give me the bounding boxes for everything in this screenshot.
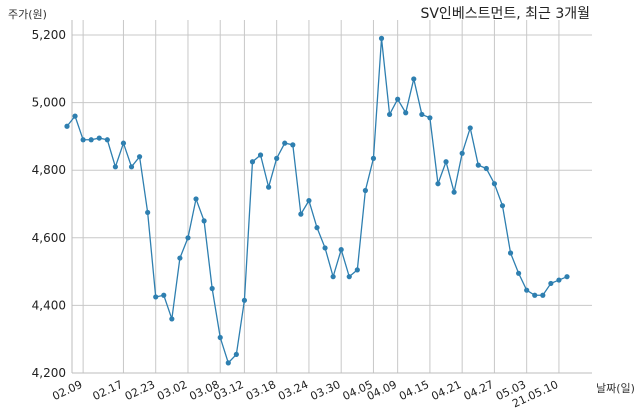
- y-axis-title: 주가(원): [8, 8, 47, 21]
- price-point: [516, 270, 522, 276]
- y-tick-label: 4,400: [32, 298, 66, 312]
- price-point: [322, 245, 328, 251]
- price-point: [193, 196, 199, 202]
- price-point: [370, 155, 377, 161]
- price-point: [209, 285, 215, 292]
- x-tick-label: 03.24: [276, 378, 310, 403]
- price-point: [443, 159, 449, 165]
- price-point: [346, 274, 352, 280]
- price-point: [153, 294, 159, 300]
- price-point: [266, 184, 272, 190]
- y-tick-label: 5,000: [32, 96, 66, 110]
- price-point: [88, 137, 94, 143]
- price-point: [80, 137, 86, 143]
- price-point: [185, 235, 191, 241]
- price-point: [507, 250, 514, 256]
- price-point: [403, 110, 409, 116]
- price-point: [338, 247, 344, 253]
- chart-title: SV인베스트먼트, 최근 3개월: [420, 6, 590, 22]
- price-point: [411, 76, 417, 82]
- y-tick-labels: 4,200 4,400 4,600 4,800 5,000 5,200: [32, 28, 66, 380]
- price-point: [72, 113, 78, 119]
- price-point: [540, 292, 546, 298]
- price-point: [475, 162, 481, 168]
- price-point: [499, 203, 506, 209]
- price-point: [128, 164, 135, 170]
- price-point: [419, 111, 425, 118]
- grid: [72, 20, 592, 374]
- x-tick-label: 02.09: [50, 378, 84, 403]
- price-point: [556, 277, 562, 283]
- x-tick-label: 04.15: [397, 378, 431, 403]
- price-point: [362, 187, 368, 194]
- price-point: [241, 297, 248, 303]
- x-tick-label: 03.02: [155, 378, 189, 403]
- y-tick-label: 4,600: [32, 231, 66, 245]
- price-point: [435, 181, 441, 187]
- price-point: [177, 255, 183, 261]
- price-point: [386, 111, 393, 118]
- price-point: [330, 274, 336, 280]
- axes: [71, 20, 592, 374]
- x-tick-label: 02.23: [123, 378, 157, 403]
- price-points: [64, 35, 570, 366]
- price-point: [314, 225, 320, 231]
- price-line: [66, 38, 568, 365]
- price-point: [249, 159, 256, 165]
- price-point: [136, 154, 143, 160]
- price-point: [145, 209, 151, 216]
- price-point: [274, 155, 280, 161]
- price-point: [120, 140, 127, 146]
- x-axis-title: 날짜(일): [596, 381, 635, 395]
- price-point: [483, 165, 489, 172]
- price-point: [64, 123, 70, 129]
- price-point: [524, 287, 530, 293]
- price-series: [66, 38, 568, 365]
- price-point: [112, 164, 118, 170]
- price-point: [161, 292, 167, 298]
- price-point: [548, 280, 554, 287]
- price-point: [233, 351, 239, 358]
- price-point: [354, 267, 360, 273]
- price-point: [282, 140, 288, 146]
- price-point: [491, 181, 498, 187]
- x-tick-label: 02.17: [91, 378, 125, 403]
- price-point: [298, 211, 304, 217]
- price-point: [201, 218, 207, 224]
- price-point: [217, 334, 223, 341]
- price-point: [378, 35, 385, 41]
- price-point: [467, 125, 473, 131]
- x-tick-label: 03.30: [308, 378, 342, 403]
- price-point: [96, 135, 102, 141]
- x-tick-label: 04.27: [462, 378, 496, 403]
- price-point: [532, 292, 538, 298]
- price-point: [104, 137, 110, 143]
- x-tick-label: 04.21: [429, 378, 463, 403]
- price-point: [225, 360, 231, 366]
- price-point: [290, 142, 296, 148]
- price-point: [451, 189, 457, 195]
- price-point: [306, 198, 312, 204]
- y-tick-label: 4,200: [32, 366, 66, 380]
- price-point: [564, 274, 570, 280]
- price-point: [427, 115, 433, 121]
- price-point: [395, 96, 401, 102]
- y-tick-label: 4,800: [32, 163, 66, 177]
- x-tick-label: 03.18: [244, 378, 278, 403]
- price-point: [459, 150, 465, 156]
- y-tick-label: 5,200: [32, 28, 66, 42]
- price-point: [257, 152, 264, 158]
- price-point: [169, 316, 175, 322]
- x-tick-labels: 02.09 02.1702.2303.0203.0803.1203.1803.24…: [50, 378, 560, 410]
